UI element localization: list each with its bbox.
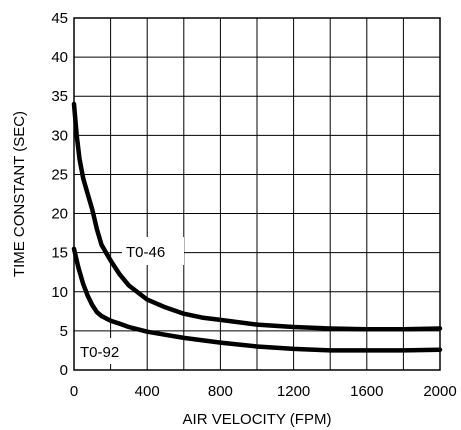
x-tick-labels: 0 400 800 1200 1600 2000 bbox=[70, 383, 457, 400]
y-tick-label: 5 bbox=[60, 323, 68, 340]
y-tick-label: 25 bbox=[51, 166, 68, 183]
y-tick-labels: 0 5 10 15 20 25 30 35 40 45 bbox=[51, 10, 68, 379]
y-tick-label: 45 bbox=[51, 10, 68, 27]
y-tick-label: 15 bbox=[51, 245, 68, 262]
x-tick-label: 400 bbox=[135, 383, 160, 400]
y-axis-title: TIME CONSTANT (SEC) bbox=[11, 111, 28, 277]
y-tick-label: 40 bbox=[51, 49, 68, 66]
series-label-t0-92: T0-92 bbox=[80, 344, 119, 361]
y-tick-label: 10 bbox=[51, 284, 68, 301]
x-tick-label: 800 bbox=[208, 383, 233, 400]
y-tick-label: 30 bbox=[51, 127, 68, 144]
grid bbox=[73, 17, 441, 371]
series-line-t0-46 bbox=[71, 101, 443, 332]
plot-frame bbox=[73, 17, 441, 371]
y-tick-label: 20 bbox=[51, 206, 68, 223]
y-tick-label: 35 bbox=[51, 88, 68, 105]
x-tick-label: 1200 bbox=[277, 383, 310, 400]
x-tick-label: 2000 bbox=[423, 383, 456, 400]
series-label-bg-t0-92 bbox=[76, 338, 138, 364]
series-group bbox=[71, 101, 443, 353]
series-label-bg-t0-46 bbox=[122, 237, 184, 265]
y-tick-label: 0 bbox=[60, 362, 68, 379]
series-label-t0-46: T0-46 bbox=[126, 244, 165, 261]
x-tick-label: 0 bbox=[70, 383, 78, 400]
x-tick-label: 1600 bbox=[350, 383, 383, 400]
series-line-t0-92 bbox=[71, 246, 443, 353]
x-axis-title: AIR VELOCITY (FPM) bbox=[183, 411, 332, 428]
